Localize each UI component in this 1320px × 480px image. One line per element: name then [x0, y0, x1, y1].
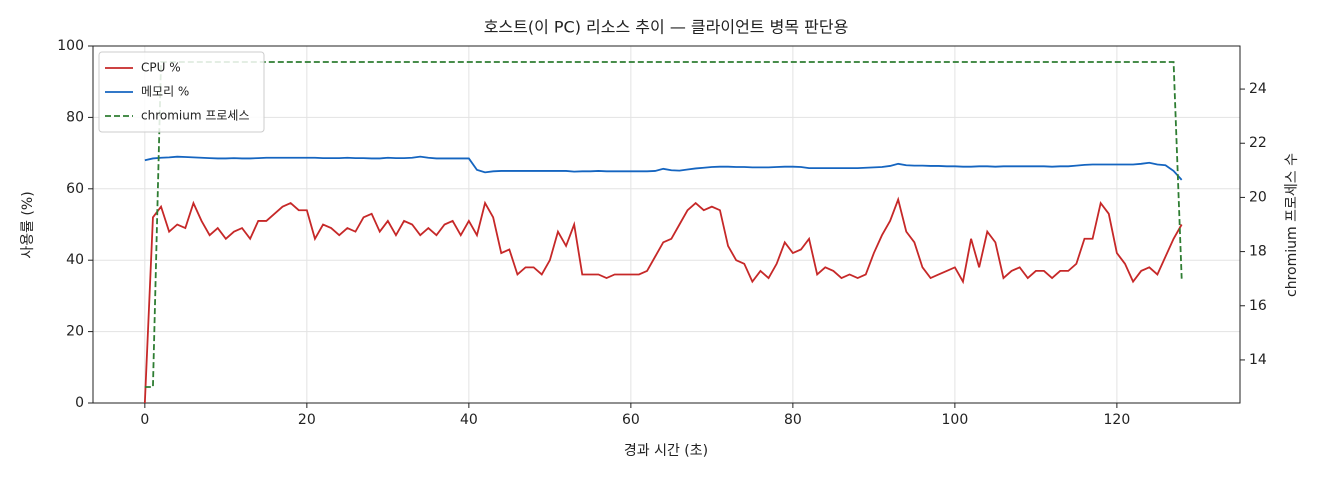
data-line: [144, 155, 1183, 181]
y-axis-label: 사용률 (%): [20, 191, 36, 258]
legend-box: [98, 51, 265, 133]
y2-axis-label: chromium 프로세스 수: [1284, 153, 1300, 297]
x-tick-label: 100: [942, 412, 969, 428]
y2-tick-label: 14: [1249, 352, 1267, 368]
y-tick-label: 60: [66, 181, 84, 197]
y2-tick-label: 18: [1249, 244, 1267, 260]
y2-tick-label: 22: [1249, 135, 1267, 151]
y-tick-label: 80: [66, 109, 84, 125]
x-tick-label: 0: [140, 412, 149, 428]
x-tick-label: 20: [298, 412, 316, 428]
x-axis-label: 경과 시간 (초): [624, 443, 708, 459]
y-tick-label: 40: [66, 252, 84, 268]
y-tick-label: 20: [66, 324, 84, 340]
legend-label: 메모리 %: [141, 85, 189, 99]
data-line: [144, 61, 1183, 388]
x-tick-label: 120: [1104, 412, 1131, 428]
x-tick-label: 40: [460, 412, 478, 428]
y2-tick-label: 24: [1249, 81, 1267, 97]
legend-label: chromium 프로세스: [141, 109, 250, 123]
y2-tick-label: 16: [1249, 298, 1267, 314]
legend-label: CPU %: [141, 61, 181, 75]
y2-tick-label: 20: [1249, 189, 1267, 205]
y-tick-label: 100: [57, 38, 84, 54]
x-tick-label: 80: [784, 412, 802, 428]
data-line: [143, 196, 1183, 404]
y-tick-label: 0: [75, 395, 84, 411]
plot-frame: [92, 45, 1241, 404]
chart-title: 호스트(이 PC) 리소스 추이 — 클라이언트 병목 판단용: [484, 18, 849, 37]
legend: CPU % 메모리 % chromium 프로세스: [98, 51, 265, 133]
x-tick-label: 60: [622, 412, 640, 428]
